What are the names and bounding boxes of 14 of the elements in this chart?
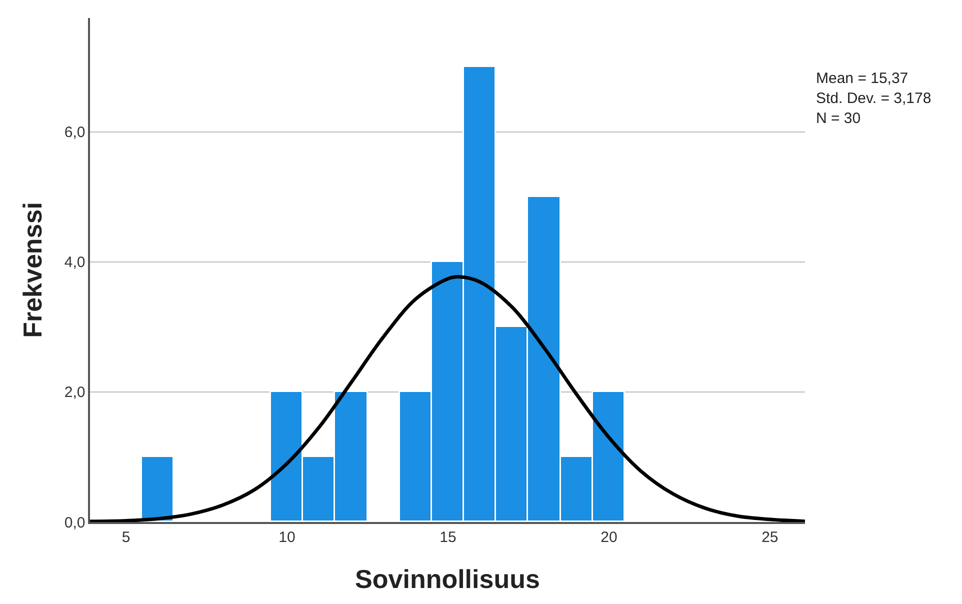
y-axis-title: Frekvenssi xyxy=(17,202,48,338)
x-tick-label: 10 xyxy=(278,528,296,546)
y-tick-label: 6,0 xyxy=(64,124,86,142)
y-tick-label: 2,0 xyxy=(64,384,86,402)
x-axis-title: Sovinnollisuus xyxy=(355,564,540,594)
y-tick-label: 0,0 xyxy=(64,514,86,532)
x-tick-label: 15 xyxy=(440,528,456,546)
text: N = 30 xyxy=(816,110,861,127)
text: Mean = 15,37 xyxy=(816,70,908,87)
x-tick-label: 5 xyxy=(122,528,130,546)
x-tick-label: 20 xyxy=(600,528,618,546)
text: Std. Dev. = 3,178 xyxy=(816,90,932,107)
x-tick-label: 25 xyxy=(762,528,778,546)
y-tick-label: 4,0 xyxy=(64,254,86,272)
